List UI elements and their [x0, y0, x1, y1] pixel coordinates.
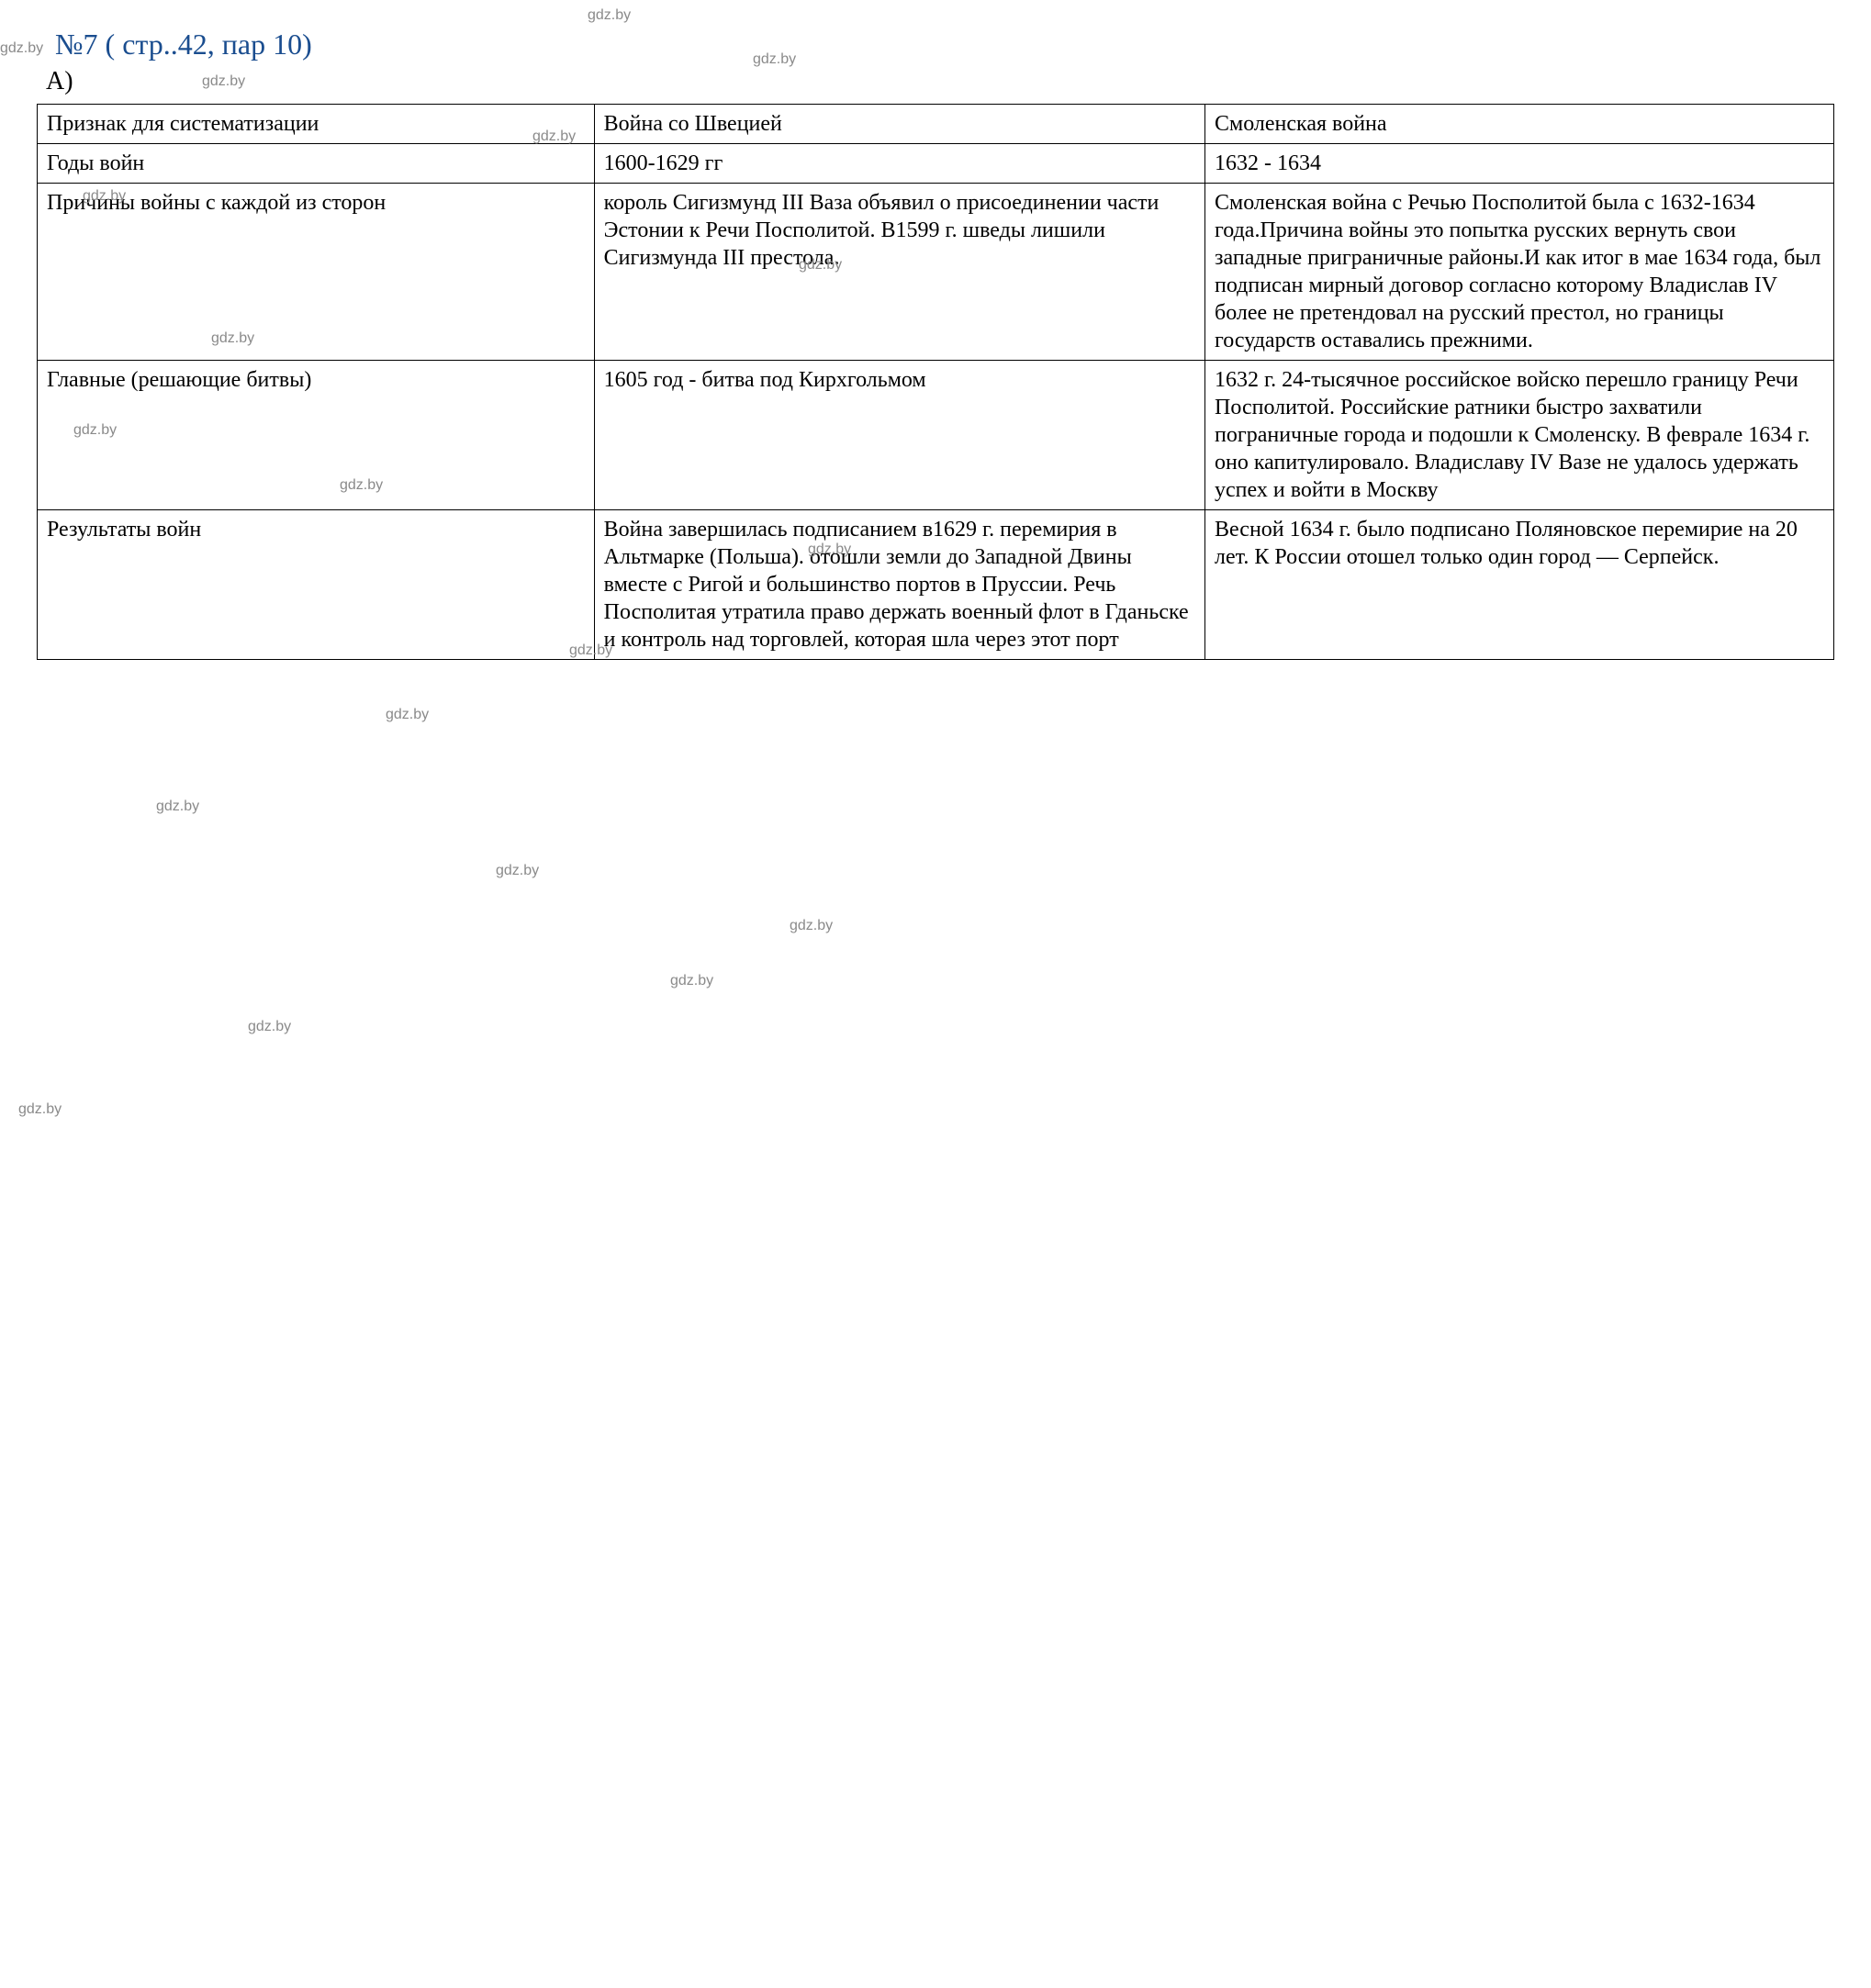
table-cell: Война со Швецией — [594, 105, 1204, 144]
watermark: gdz.by — [670, 973, 713, 989]
table-cell: Весной 1634 г. было подписано Поляновско… — [1205, 510, 1834, 660]
table-cell: 1605 год - битва под Кирхгольмом — [594, 361, 1204, 510]
watermark: gdz.by — [386, 707, 429, 723]
table-row: Главные (решающие битвы) 1605 год - битв… — [38, 361, 1834, 510]
watermark: gdz.by — [588, 7, 631, 24]
watermark: gdz.by — [18, 1101, 62, 1118]
watermark: gdz.by — [248, 1019, 291, 1035]
table-cell: король Сигизмунд III Ваза объявил о прис… — [594, 184, 1204, 361]
table-row: Причины войны с каждой из сторон король … — [38, 184, 1834, 361]
table-cell: 1632 - 1634 — [1205, 144, 1834, 184]
table-cell: 1632 г. 24-тысячное российское войско пе… — [1205, 361, 1834, 510]
table-cell: Годы войн — [38, 144, 595, 184]
table-cell: Смоленская война — [1205, 105, 1834, 144]
table-cell: 1600-1629 гг — [594, 144, 1204, 184]
page-title: №7 ( стр..42, пар 10) — [55, 28, 1834, 61]
table-cell: Признак для систематизации — [38, 105, 595, 144]
table-row: Результаты войн Война завершилась подпис… — [38, 510, 1834, 660]
table-cell: Результаты войн — [38, 510, 595, 660]
comparison-table: Признак для систематизации Война со Швец… — [37, 104, 1834, 660]
section-label: А) — [46, 67, 1834, 96]
table-row: Годы войн 1600-1629 гг 1632 - 1634 — [38, 144, 1834, 184]
table-row: Признак для систематизации Война со Швец… — [38, 105, 1834, 144]
watermark: gdz.by — [156, 799, 199, 815]
table-cell: Главные (решающие битвы) — [38, 361, 595, 510]
watermark: gdz.by — [496, 863, 539, 879]
table-cell: Смоленская война с Речью Посполитой была… — [1205, 184, 1834, 361]
table-cell: Война завершилась подписанием в1629 г. п… — [594, 510, 1204, 660]
watermark: gdz.by — [0, 40, 43, 57]
table-cell: Причины войны с каждой из сторон — [38, 184, 595, 361]
watermark: gdz.by — [790, 918, 833, 934]
